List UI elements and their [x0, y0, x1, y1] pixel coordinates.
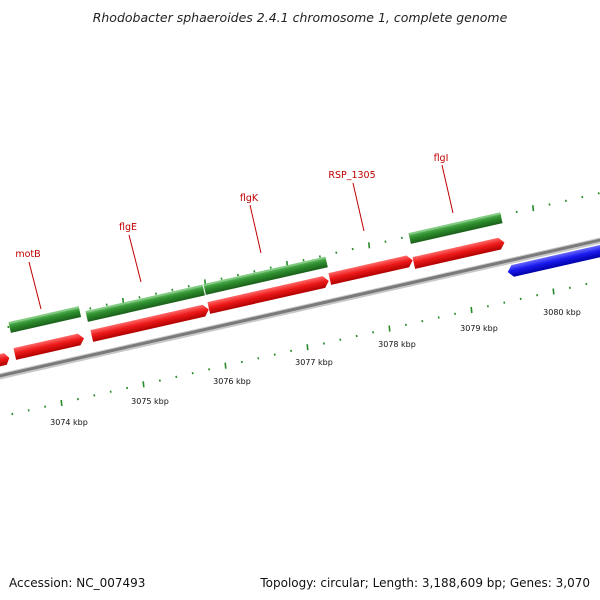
gene-motB[interactable] [13, 332, 85, 360]
minor-tick [548, 203, 551, 206]
minor-tick [564, 199, 567, 203]
map-title: Rhodobacter sphaeroides 2.4.1 chromosome… [92, 10, 508, 25]
minor-tick [220, 277, 223, 280]
label-flgE[interactable]: flgE [119, 222, 137, 233]
major-tick [224, 362, 227, 369]
minor-tick [302, 258, 305, 262]
label-RSP_1305[interactable]: RSP_1305 [328, 170, 375, 181]
major-tick [388, 325, 391, 332]
minor-tick [355, 334, 358, 338]
minor-tick [404, 323, 407, 327]
cds-flgE[interactable] [85, 284, 205, 322]
major-tick [532, 205, 535, 212]
major-tick [306, 344, 309, 351]
minor-tick [421, 319, 424, 323]
minor-tick [322, 342, 325, 345]
label-flgI[interactable]: flgI [434, 153, 449, 164]
minor-tick [351, 247, 354, 251]
scale-label-3079: 3079 kbp [460, 324, 498, 333]
minor-tick [27, 409, 30, 412]
minor-tick [7, 325, 10, 329]
chromosome-backbone [0, 237, 600, 380]
minor-tick [269, 266, 272, 269]
gene-arrow-left-edge[interactable] [0, 352, 11, 368]
genome-summary-text: Topology: circular; Length: 3,188,609 bp… [260, 576, 590, 590]
minor-tick [138, 296, 141, 299]
minor-tick [318, 255, 321, 258]
minor-tick [486, 305, 489, 308]
major-tick [60, 399, 63, 406]
label-flgK[interactable]: flgK [240, 193, 259, 204]
minor-tick [175, 375, 178, 379]
minor-tick [335, 251, 338, 254]
gene-RSP_1305[interactable] [328, 254, 414, 285]
minor-tick [400, 236, 403, 240]
scale-label-3074: 3074 kbp [50, 418, 88, 427]
minor-tick [597, 192, 600, 195]
minor-tick [236, 273, 239, 277]
scale-label-3080: 3080 kbp [543, 308, 581, 317]
minor-tick [126, 386, 129, 390]
major-tick [142, 381, 145, 388]
minor-tick [208, 368, 211, 371]
minor-tick [273, 353, 276, 356]
scale-label-3076: 3076 kbp [213, 377, 251, 386]
minor-tick [536, 293, 539, 297]
minor-tick [503, 301, 506, 304]
minor-tick [384, 240, 387, 243]
cds-flgI[interactable] [408, 212, 503, 244]
minor-tick [581, 195, 584, 199]
minor-tick [437, 316, 440, 319]
minor-tick [154, 292, 157, 295]
minor-tick [257, 357, 260, 360]
reverse-gene[interactable] [506, 241, 600, 278]
gene-labels: motB flgE flgK RSP_1305 flgI [15, 153, 454, 310]
minor-tick [11, 412, 14, 416]
minor-tick [89, 307, 92, 310]
cds-track [8, 212, 503, 333]
minor-tick [109, 390, 112, 393]
forward-gene-track [0, 237, 505, 368]
minor-tick [568, 286, 571, 290]
minor-tick [44, 405, 47, 408]
scale-labels: 3074 kbp 3075 kbp 3076 kbp 3077 kbp 3078… [50, 308, 581, 427]
minor-tick [253, 270, 256, 273]
minor-tick [240, 360, 243, 364]
minor-tick [76, 397, 79, 401]
minor-tick [290, 349, 293, 353]
gene-flgE[interactable] [90, 304, 210, 342]
cds-motB[interactable] [8, 306, 82, 333]
minor-tick [519, 297, 522, 301]
minor-tick [171, 288, 174, 292]
inner-scale-ticks [11, 282, 588, 416]
label-motB[interactable]: motB [15, 249, 40, 260]
minor-tick [515, 210, 518, 214]
minor-tick [454, 312, 457, 316]
major-tick [368, 242, 371, 249]
gene-flgK[interactable] [207, 275, 330, 314]
major-tick [470, 306, 473, 314]
accession-text: Accession: NC_007493 [9, 576, 146, 590]
scale-label-3078: 3078 kbp [378, 340, 416, 349]
minor-tick [585, 282, 588, 286]
scale-label-3075: 3075 kbp [131, 397, 169, 406]
gene-flgI[interactable] [412, 237, 505, 269]
minor-tick [372, 331, 375, 334]
minor-tick [158, 379, 161, 382]
minor-tick [105, 303, 108, 306]
minor-tick [93, 394, 96, 397]
minor-tick [187, 284, 190, 288]
major-tick [552, 288, 555, 295]
scale-label-3077: 3077 kbp [295, 358, 333, 367]
minor-tick [191, 371, 194, 375]
cds-flgK[interactable] [203, 256, 328, 295]
minor-tick [339, 338, 342, 341]
